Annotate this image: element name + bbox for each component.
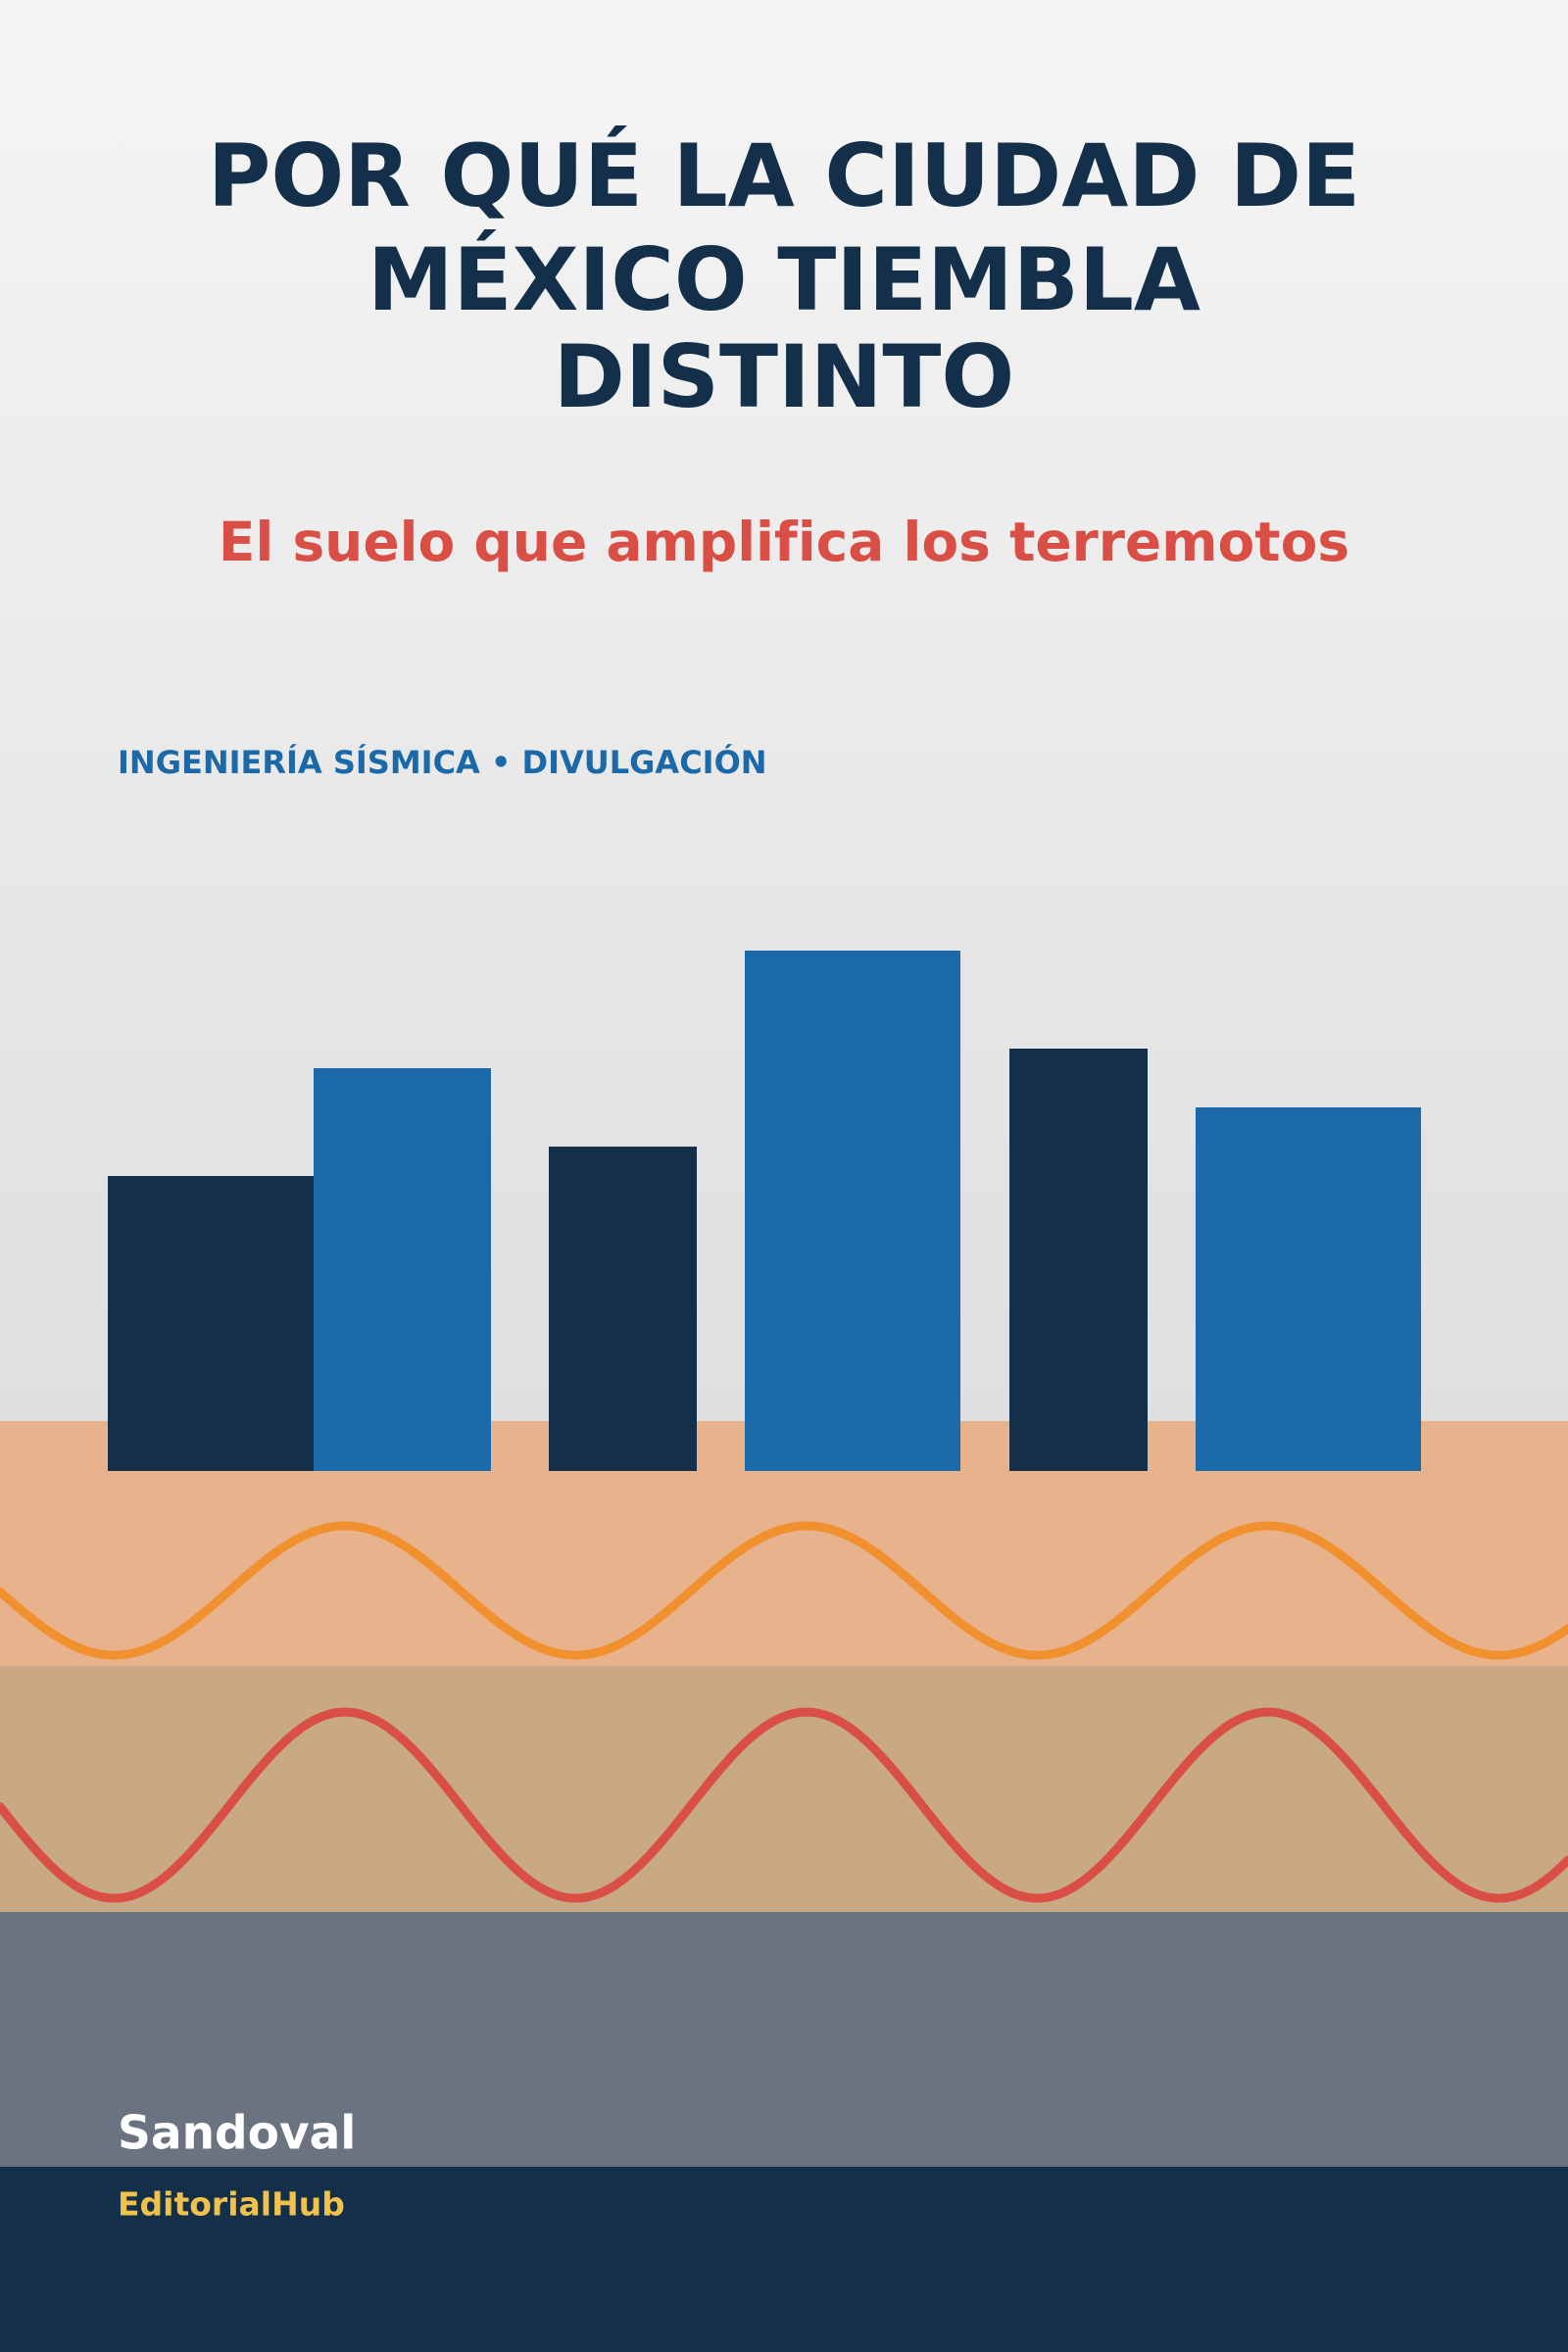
title-line: MÉXICO TIEMBLA xyxy=(368,229,1200,330)
title-line: POR QUÉ LA CIUDAD DE xyxy=(208,125,1360,226)
soil-layer xyxy=(0,1666,1568,1912)
building xyxy=(314,1068,491,1471)
building xyxy=(745,951,960,1471)
subtitle: El suelo que amplifica los terremotos xyxy=(219,511,1349,573)
seismic-wave xyxy=(0,1521,1568,1660)
bedrock-layer xyxy=(0,1912,1568,2167)
building xyxy=(108,1176,314,1471)
author: Sandoval xyxy=(118,2107,356,2161)
publisher: EditorialHub xyxy=(118,2185,345,2224)
title-line: DISTINTO xyxy=(554,326,1014,427)
footer-band xyxy=(0,2167,1568,2352)
building xyxy=(1196,1107,1421,1471)
building xyxy=(549,1147,697,1471)
seismic-wave xyxy=(0,1707,1568,1903)
building xyxy=(1009,1049,1148,1471)
tagline: INGENIERÍA SÍSMICA • DIVULGACIÓN xyxy=(118,743,767,781)
